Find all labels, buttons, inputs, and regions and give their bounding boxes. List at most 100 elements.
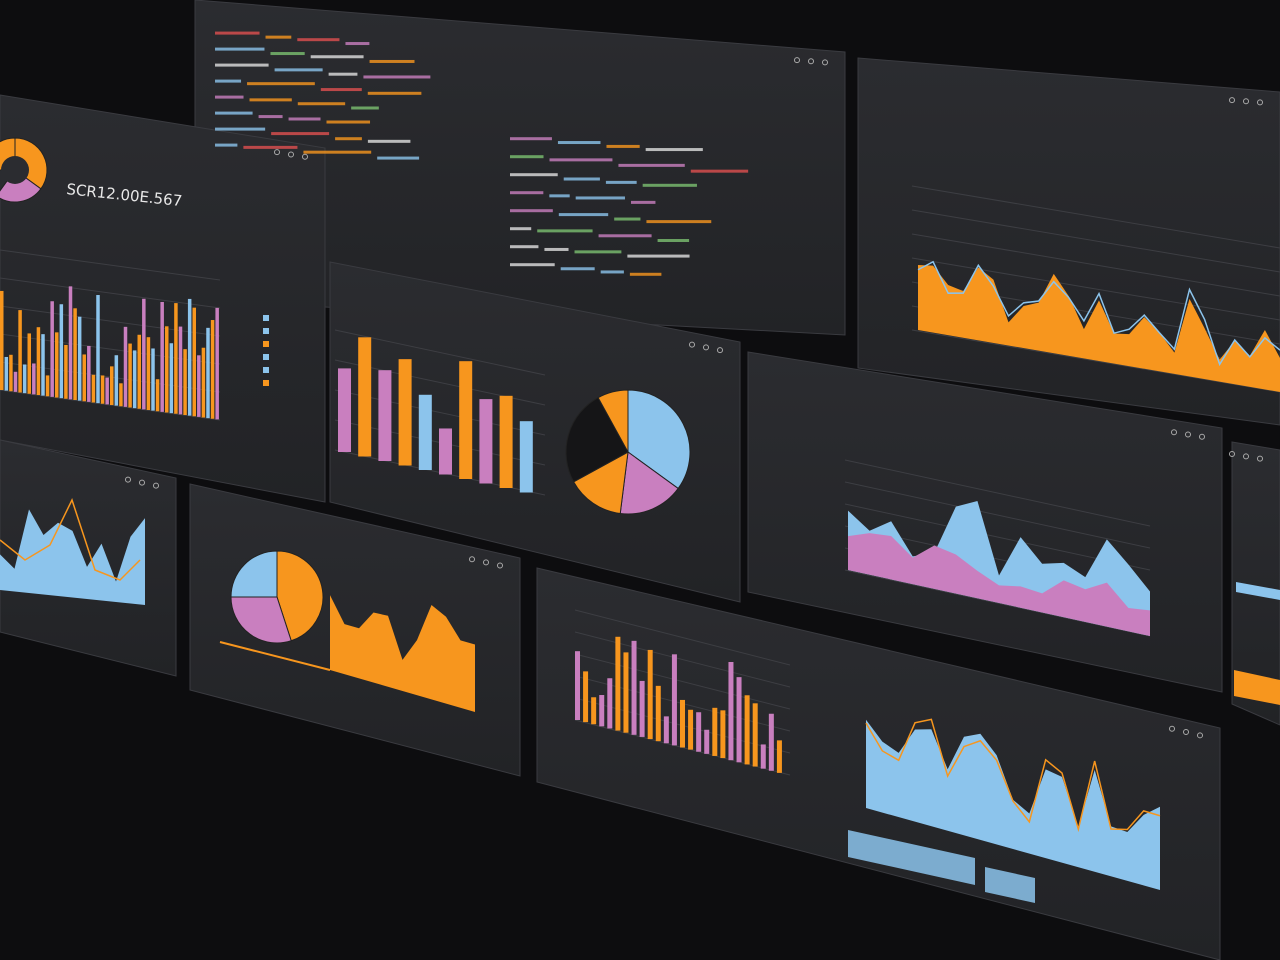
bar [9, 354, 13, 392]
code-token [560, 267, 595, 271]
code-token [270, 52, 305, 56]
code-token [215, 31, 260, 35]
bar [744, 695, 750, 765]
code-token [369, 59, 415, 63]
grid-line [911, 185, 1280, 249]
code-token [271, 132, 330, 136]
code-token [249, 98, 292, 102]
bar [615, 636, 621, 731]
bar [752, 703, 758, 767]
trend-line [0, 498, 141, 581]
bar [192, 307, 196, 417]
code-token [265, 35, 292, 39]
bar [13, 371, 18, 392]
window-control [717, 347, 723, 354]
bar [439, 428, 452, 475]
bar [623, 652, 629, 733]
bar [418, 394, 432, 470]
area [0, 509, 145, 605]
code-token [303, 150, 372, 154]
bar [206, 327, 210, 419]
code-token [630, 200, 656, 204]
window-control [469, 556, 475, 563]
grid-line [0, 249, 221, 281]
bar [91, 374, 96, 403]
window-control [794, 57, 800, 64]
code-token [558, 213, 609, 217]
code-token [544, 247, 569, 251]
bar [655, 685, 661, 742]
code-token [363, 75, 431, 79]
area [848, 533, 1150, 636]
bar [68, 286, 73, 400]
bar [22, 364, 27, 394]
pie-slice [565, 396, 629, 483]
bar [663, 716, 669, 744]
bar [27, 333, 31, 394]
code-token [557, 141, 601, 145]
bar [165, 326, 169, 413]
window-control [1243, 453, 1249, 460]
bar [110, 366, 114, 405]
bar [631, 640, 637, 735]
progress-bar [1236, 582, 1280, 600]
trend-line [917, 260, 1280, 367]
bar [776, 740, 782, 773]
window-control [1243, 98, 1249, 105]
pie-slice [276, 550, 324, 642]
code-token [328, 72, 358, 76]
legend-swatch [263, 354, 269, 360]
bar [680, 699, 685, 748]
window-control [1229, 451, 1235, 457]
code-token [215, 127, 266, 131]
code-token [598, 234, 652, 238]
legend-swatch [263, 315, 269, 321]
window-control [703, 344, 709, 351]
bar [378, 370, 392, 461]
code-token [243, 145, 298, 149]
bar [128, 343, 132, 408]
legend-swatch [263, 328, 269, 334]
code-token [510, 263, 555, 267]
code-token [627, 254, 690, 258]
trend-line [219, 641, 331, 671]
window-control [1229, 97, 1235, 104]
code-token [367, 91, 422, 95]
donut-hole [1, 156, 29, 184]
code-token [377, 156, 420, 160]
bar [736, 677, 742, 763]
bar [32, 363, 36, 395]
bar [59, 304, 64, 399]
legend-swatch [263, 367, 269, 373]
code-token [326, 120, 371, 124]
code-token [335, 137, 362, 141]
code-token [614, 217, 641, 221]
bar [479, 399, 493, 484]
bar [671, 654, 677, 746]
pie-slice [619, 451, 679, 515]
trend-line [865, 718, 1161, 833]
panel [0, 439, 177, 677]
window-control [1197, 732, 1203, 739]
window-control [139, 479, 145, 486]
area [918, 264, 1280, 392]
bar [201, 347, 206, 418]
bar [55, 332, 59, 398]
bar [73, 308, 77, 400]
grid-line [844, 481, 1151, 549]
bar [197, 355, 201, 417]
bar [155, 379, 160, 412]
bar [64, 344, 68, 399]
pie-slice [230, 550, 278, 598]
code-token [510, 155, 544, 159]
bar [142, 298, 146, 410]
window-control [1183, 729, 1189, 736]
bar [178, 326, 183, 415]
bar [607, 678, 613, 729]
bar [146, 337, 151, 410]
grid-line [574, 631, 791, 688]
window-control [288, 151, 294, 158]
code-token [297, 38, 340, 42]
code-token [320, 88, 362, 92]
